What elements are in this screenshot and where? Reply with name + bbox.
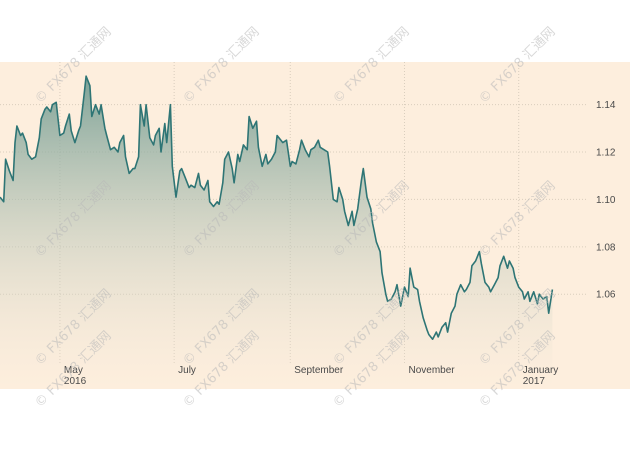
- y-tick-label: 1.06: [596, 290, 616, 301]
- y-tick-label: 1.08: [596, 242, 616, 253]
- y-tick-label: 1.10: [596, 195, 616, 206]
- y-tick-label: 1.14: [596, 100, 616, 111]
- x-tick-label: January: [523, 365, 559, 376]
- series-line: [0, 75, 554, 340]
- x-tick-label: November: [408, 365, 455, 376]
- y-axis-ticks: 1.06 1.08 1.10 1.12 1.14: [596, 100, 616, 301]
- x-tick-sublabel: 2017: [523, 376, 546, 387]
- x-tick-label: September: [294, 365, 344, 376]
- x-tick-label: July: [178, 365, 196, 376]
- x-tick-label: May: [64, 365, 83, 376]
- x-tick-sublabel: 2016: [64, 376, 87, 387]
- y-tick-label: 1.12: [596, 148, 616, 159]
- series-area-fill: [0, 76, 553, 389]
